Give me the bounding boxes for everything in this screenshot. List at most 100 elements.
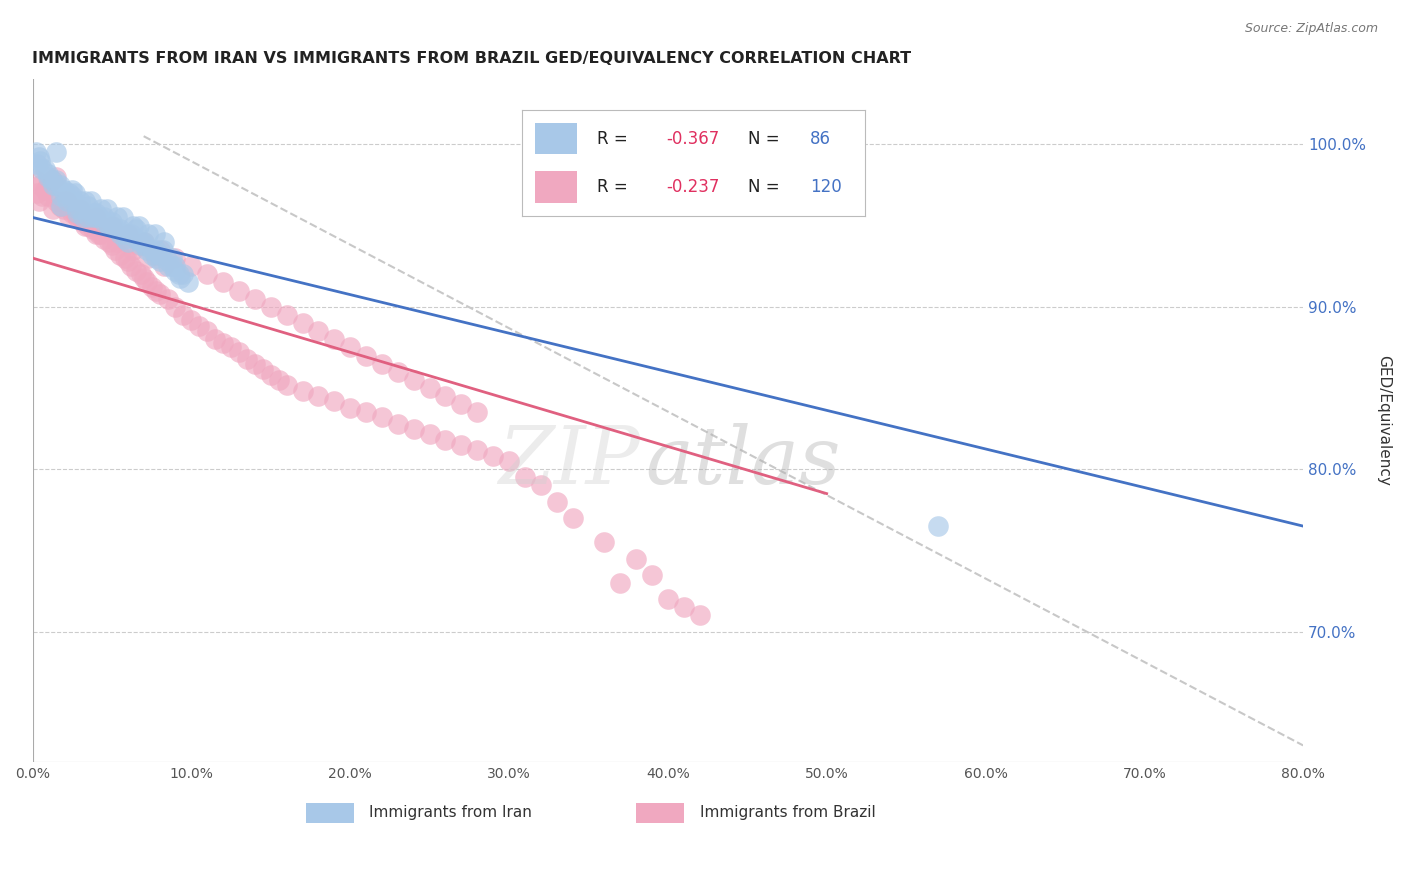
- Point: [165, 251, 187, 265]
- Point: [97, 235, 120, 249]
- Point: [60, 183, 83, 197]
- Bar: [636, 803, 685, 823]
- Point: [212, 335, 235, 350]
- Point: [450, 438, 472, 452]
- Point: [84, 211, 107, 225]
- Point: [402, 422, 425, 436]
- Point: [339, 340, 361, 354]
- Point: [135, 243, 157, 257]
- Point: [162, 251, 184, 265]
- Point: [77, 199, 100, 213]
- Point: [513, 470, 536, 484]
- Point: [530, 478, 553, 492]
- Point: [188, 319, 211, 334]
- Point: [689, 608, 711, 623]
- Point: [167, 268, 190, 282]
- Point: [132, 235, 155, 249]
- Point: [82, 211, 104, 225]
- Point: [101, 219, 124, 233]
- Point: [60, 189, 83, 203]
- Point: [354, 349, 377, 363]
- Point: [45, 145, 67, 160]
- Point: [138, 227, 160, 241]
- Point: [228, 284, 250, 298]
- Point: [156, 259, 179, 273]
- Point: [165, 264, 187, 278]
- Point: [132, 235, 155, 249]
- Point: [42, 202, 65, 217]
- Point: [657, 592, 679, 607]
- Point: [93, 215, 115, 229]
- Point: [27, 186, 49, 200]
- Point: [41, 173, 63, 187]
- Point: [260, 300, 283, 314]
- Point: [162, 259, 184, 273]
- Point: [97, 219, 120, 233]
- Point: [125, 264, 148, 278]
- Point: [141, 280, 163, 294]
- Text: Immigrants from Brazil: Immigrants from Brazil: [700, 805, 876, 821]
- Point: [49, 199, 72, 213]
- Point: [105, 211, 128, 225]
- Point: [212, 276, 235, 290]
- Point: [482, 449, 505, 463]
- Point: [45, 178, 67, 192]
- Point: [371, 357, 394, 371]
- Point: [153, 259, 176, 273]
- Point: [204, 332, 226, 346]
- Point: [143, 248, 166, 262]
- Point: [45, 169, 67, 184]
- Point: [53, 186, 76, 200]
- Point: [165, 259, 187, 273]
- Point: [48, 199, 70, 213]
- Point: [72, 211, 94, 225]
- Point: [80, 194, 103, 209]
- Point: [108, 227, 131, 241]
- Point: [138, 251, 160, 265]
- Point: [145, 251, 167, 265]
- Point: [141, 243, 163, 257]
- Point: [561, 511, 583, 525]
- Point: [31, 189, 53, 203]
- Point: [465, 405, 488, 419]
- Point: [84, 211, 107, 225]
- Point: [129, 238, 152, 252]
- Point: [177, 276, 200, 290]
- Point: [132, 270, 155, 285]
- Point: [195, 324, 218, 338]
- Point: [180, 259, 202, 273]
- Text: IMMIGRANTS FROM IRAN VS IMMIGRANTS FROM BRAZIL GED/EQUIVALENCY CORRELATION CHART: IMMIGRANTS FROM IRAN VS IMMIGRANTS FROM …: [32, 51, 911, 66]
- Point: [42, 178, 65, 192]
- Point: [101, 219, 124, 233]
- Point: [323, 394, 346, 409]
- Point: [82, 205, 104, 219]
- Point: [145, 284, 167, 298]
- Point: [34, 161, 56, 176]
- Point: [66, 211, 89, 225]
- Point: [65, 186, 87, 200]
- Point: [112, 231, 135, 245]
- Point: [60, 205, 83, 219]
- Point: [73, 194, 96, 209]
- Point: [172, 308, 194, 322]
- Point: [104, 222, 127, 236]
- Point: [89, 211, 111, 225]
- Point: [117, 227, 139, 241]
- Point: [69, 202, 91, 217]
- Point: [141, 248, 163, 262]
- Point: [307, 324, 329, 338]
- Point: [34, 183, 56, 197]
- Point: [49, 199, 72, 213]
- Point: [165, 300, 187, 314]
- Point: [37, 167, 59, 181]
- Point: [121, 219, 143, 233]
- Point: [152, 243, 174, 257]
- Point: [104, 243, 127, 257]
- Point: [108, 248, 131, 262]
- Point: [172, 268, 194, 282]
- Point: [148, 286, 170, 301]
- Point: [77, 211, 100, 225]
- Point: [228, 345, 250, 359]
- Point: [58, 186, 80, 200]
- Point: [93, 211, 115, 225]
